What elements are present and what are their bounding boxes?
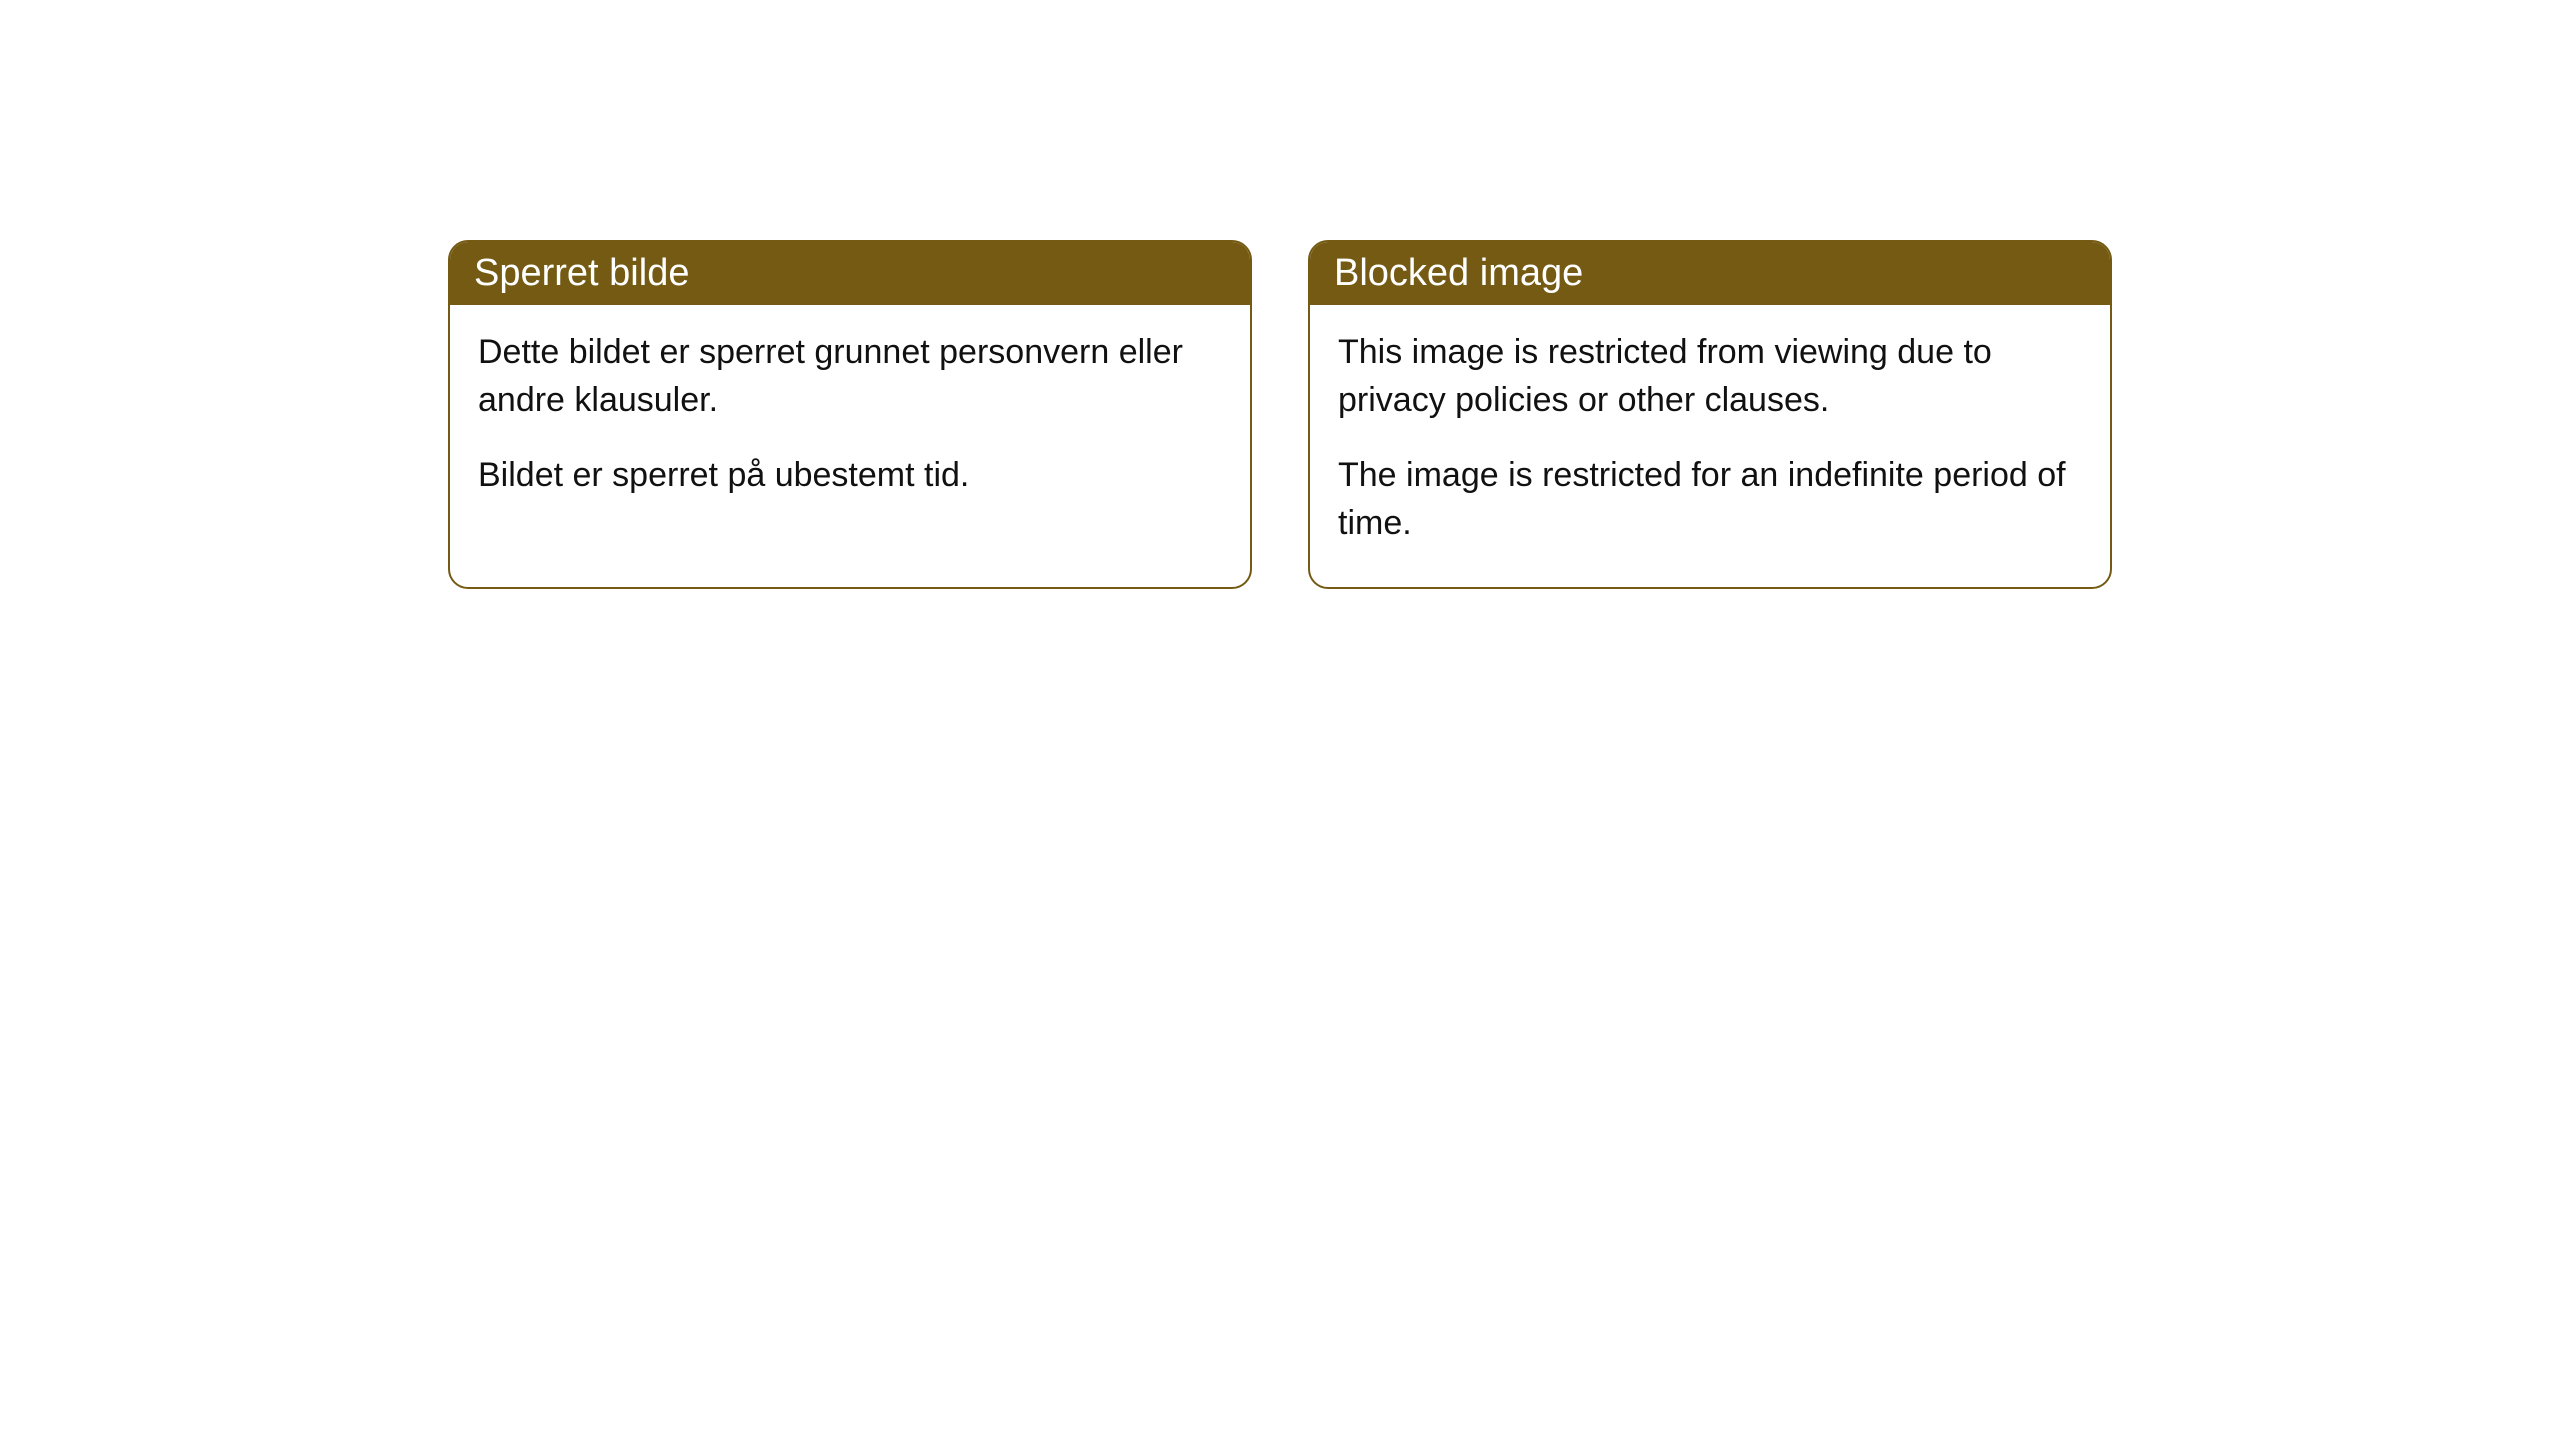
notice-paragraph-2-norwegian: Bildet er sperret på ubestemt tid. (478, 452, 1222, 500)
notice-title-norwegian: Sperret bilde (474, 252, 689, 294)
notice-cards-container: Sperret bilde Dette bildet er sperret gr… (448, 240, 2112, 589)
notice-body-english: This image is restricted from viewing du… (1310, 305, 2110, 587)
notice-body-norwegian: Dette bildet er sperret grunnet personve… (450, 305, 1250, 540)
notice-card-norwegian: Sperret bilde Dette bildet er sperret gr… (448, 240, 1252, 589)
notice-header-english: Blocked image (1310, 242, 2110, 305)
notice-paragraph-1-english: This image is restricted from viewing du… (1338, 329, 2082, 424)
notice-paragraph-1-norwegian: Dette bildet er sperret grunnet personve… (478, 329, 1222, 424)
notice-paragraph-2-english: The image is restricted for an indefinit… (1338, 452, 2082, 547)
notice-card-english: Blocked image This image is restricted f… (1308, 240, 2112, 589)
notice-header-norwegian: Sperret bilde (450, 242, 1250, 305)
notice-title-english: Blocked image (1334, 252, 1583, 294)
